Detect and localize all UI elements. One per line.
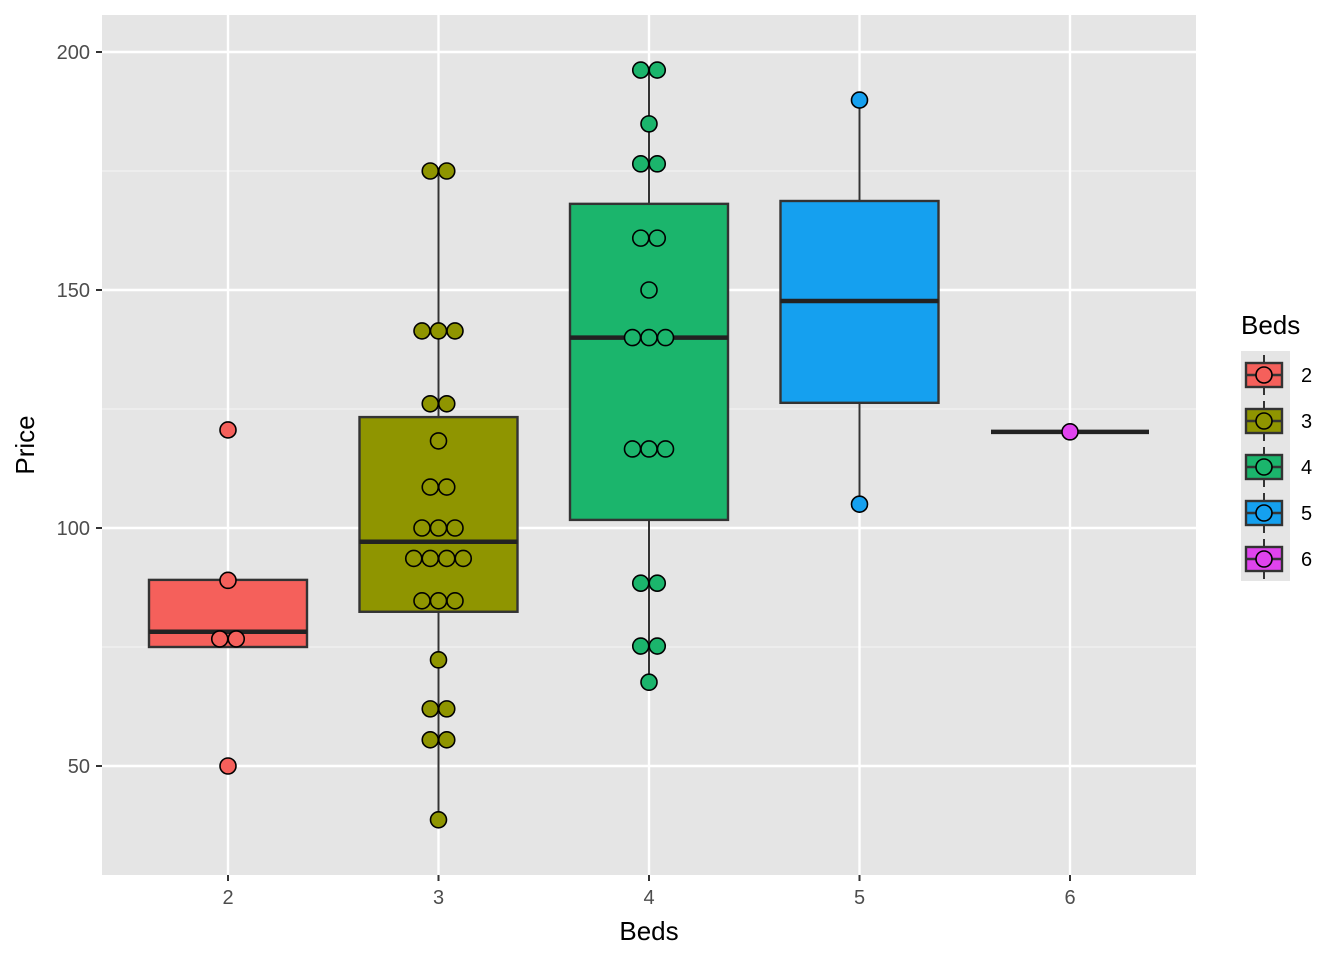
- data-point: [648, 637, 667, 655]
- legend-label: 5: [1301, 503, 1312, 525]
- data-point: [623, 328, 642, 347]
- legend-key-point: [1255, 412, 1273, 430]
- data-point: [219, 757, 237, 775]
- y-axis-label: Price: [10, 415, 40, 474]
- data-point: [1061, 423, 1079, 441]
- data-point: [421, 394, 440, 413]
- data-point: [437, 478, 456, 496]
- data-point: [404, 549, 423, 568]
- data-point: [429, 592, 448, 610]
- box-body: [568, 202, 730, 522]
- data-point: [421, 549, 440, 568]
- x-tick-label: 3: [433, 887, 444, 909]
- data-point: [421, 731, 440, 749]
- box-body: [147, 578, 309, 649]
- y-tick-label: 100: [57, 518, 90, 540]
- x-tick-label: 2: [222, 887, 233, 909]
- data-point: [631, 155, 650, 173]
- data-point: [850, 495, 869, 514]
- data-point: [429, 810, 448, 829]
- data-point: [210, 630, 229, 648]
- legend-key-point: [1255, 458, 1273, 476]
- data-point: [648, 574, 667, 593]
- x-tick-label: 6: [1064, 887, 1075, 909]
- y-tick-label: 50: [68, 756, 90, 778]
- y-tick-label: 200: [57, 42, 90, 64]
- data-point: [631, 637, 650, 655]
- data-point: [421, 478, 440, 496]
- data-point: [437, 162, 456, 180]
- x-tick-label: 4: [643, 887, 654, 909]
- data-point: [437, 731, 456, 749]
- data-point: [631, 61, 650, 79]
- data-point: [631, 229, 650, 247]
- legend-label: 4: [1301, 457, 1312, 479]
- data-point: [446, 592, 464, 610]
- data-point: [656, 328, 675, 347]
- data-point: [219, 571, 237, 590]
- data-point: [631, 574, 650, 593]
- data-point: [656, 440, 675, 458]
- legend-title: Beds: [1241, 310, 1300, 340]
- data-point: [429, 519, 448, 537]
- data-point: [648, 61, 667, 79]
- box-beds-5: [779, 100, 940, 505]
- data-point: [437, 394, 456, 413]
- legend-label: 6: [1301, 549, 1312, 571]
- data-point: [421, 700, 440, 718]
- legend-label: 3: [1301, 411, 1312, 433]
- data-point: [640, 281, 658, 299]
- data-point: [648, 229, 667, 247]
- chart-marks: [147, 61, 1149, 829]
- data-point: [429, 432, 448, 450]
- y-tick-label: 150: [57, 280, 90, 302]
- box-beds-2: [147, 578, 309, 649]
- data-point: [623, 440, 642, 458]
- axes: 50 100 150 200 2 3 4 5 6: [57, 42, 1076, 909]
- data-point: [413, 519, 431, 537]
- data-point: [437, 549, 456, 568]
- x-axis-label: Beds: [619, 916, 678, 946]
- data-point: [640, 328, 658, 347]
- data-point: [850, 91, 869, 109]
- data-point: [429, 322, 448, 340]
- box-beds-4: [568, 70, 730, 683]
- legend-key-point: [1255, 504, 1273, 522]
- data-point: [413, 322, 431, 340]
- data-point: [454, 549, 473, 568]
- legend-key-point: [1255, 366, 1273, 384]
- legend: Beds 2 3 4 5 6: [1241, 310, 1312, 581]
- data-point: [446, 519, 464, 537]
- data-point: [648, 155, 667, 173]
- data-point: [227, 630, 246, 648]
- data-point: [429, 651, 448, 669]
- x-tick-label: 5: [854, 887, 865, 909]
- data-point: [640, 115, 658, 133]
- legend-key-point: [1255, 550, 1273, 568]
- data-point: [421, 162, 440, 180]
- data-point: [437, 700, 456, 718]
- data-point: [413, 592, 431, 610]
- data-point: [640, 673, 658, 692]
- data-point: [640, 440, 658, 458]
- legend-label: 2: [1301, 365, 1312, 387]
- data-point: [219, 421, 237, 439]
- data-point: [446, 322, 464, 340]
